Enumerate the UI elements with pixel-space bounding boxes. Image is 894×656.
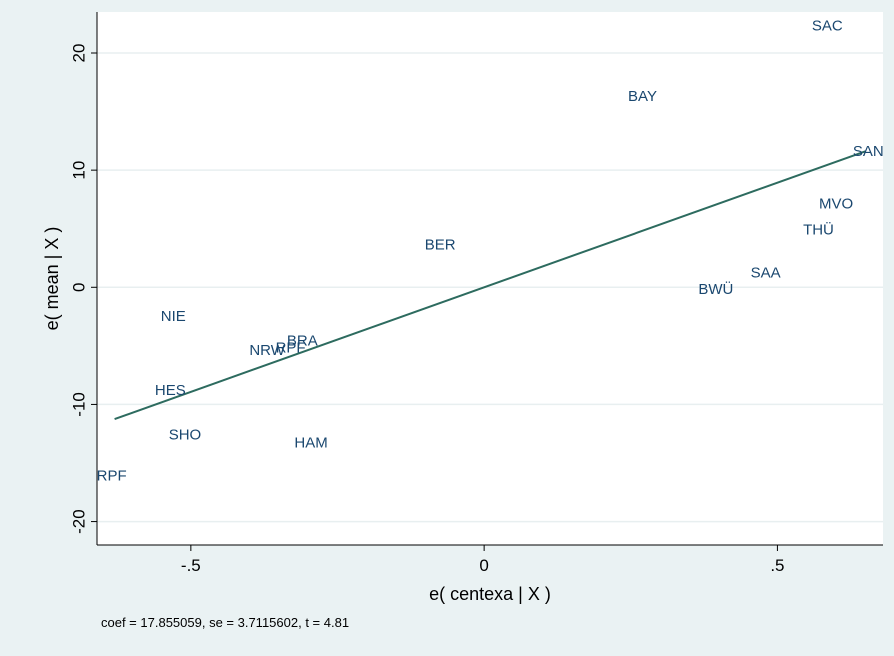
point-label: BAY (628, 88, 657, 105)
fit-line (114, 150, 866, 420)
y-tick-label: -20 (70, 509, 89, 534)
point-label: RPF (97, 467, 127, 484)
regression-note: coef = 17.855059, se = 3.7115602, t = 4.… (101, 615, 349, 630)
y-axis-ticks: -20 -10 0 10 20 (70, 44, 97, 534)
plot-area (97, 12, 883, 545)
point-label: RPF (276, 340, 306, 357)
y-tick-label: 10 (70, 161, 89, 180)
point-label: HAM (294, 435, 327, 452)
fit-line-group (114, 150, 866, 420)
point-labels: SACBAYSANMVOTHÜBERSAABWÜNIEBRARPFNRWHESS… (97, 18, 884, 485)
point-label: BWÜ (698, 280, 733, 298)
y-tick-label: -10 (70, 392, 89, 417)
point-label: BER (425, 237, 456, 254)
x-tick-label: 0 (479, 556, 488, 575)
point-label: MVO (819, 196, 853, 213)
x-axis-title: e( centexa | X ) (429, 584, 551, 604)
axes (96, 12, 883, 546)
point-label: THÜ (803, 220, 834, 238)
point-label: NIE (161, 308, 186, 325)
point-label: BRA (287, 333, 318, 350)
y-tick-label: 20 (70, 44, 89, 63)
point-label: SAA (751, 265, 781, 282)
point-label: SHO (169, 426, 202, 443)
point-label: SAN (853, 143, 884, 160)
x-tick-label: -.5 (181, 556, 201, 575)
point-label: NRW (249, 342, 285, 359)
x-tick-label: .5 (770, 556, 784, 575)
point-label: SAC (812, 18, 843, 35)
y-axis-title: e( mean | X ) (42, 227, 62, 331)
grid (97, 52, 883, 523)
y-tick-label: 0 (70, 283, 89, 292)
point-label: HES (155, 382, 186, 399)
x-axis-ticks: -.5 0 .5 (181, 545, 785, 575)
